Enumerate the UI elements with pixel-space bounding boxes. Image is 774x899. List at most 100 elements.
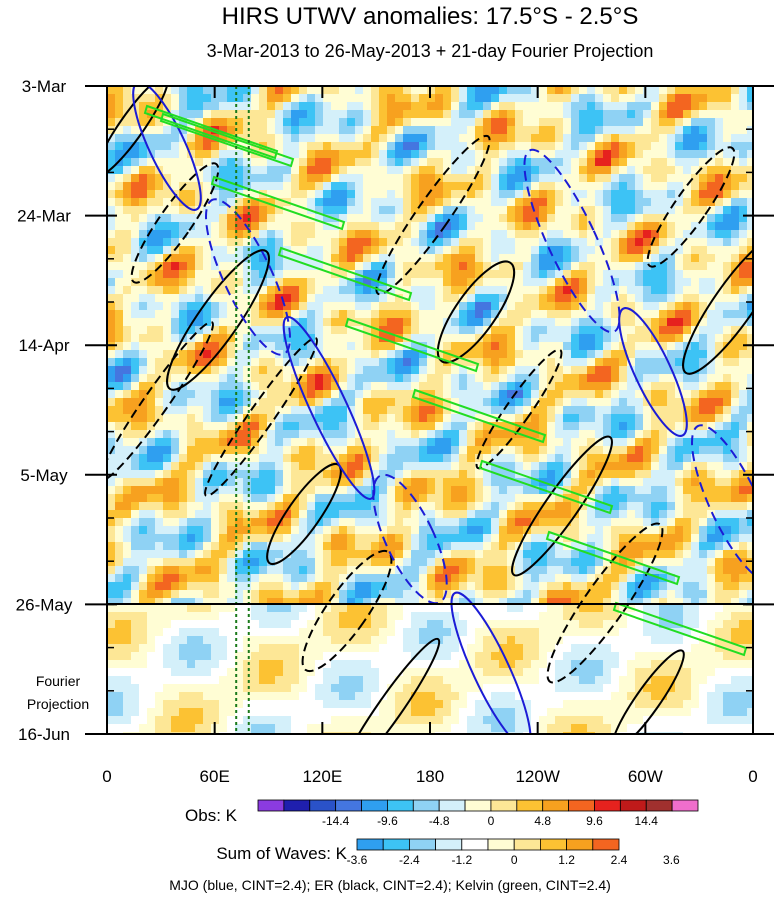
anomaly-cell (619, 406, 628, 415)
anomaly-cell (435, 398, 444, 407)
anomaly-cell (571, 206, 580, 215)
anomaly-cell (683, 278, 692, 287)
anomaly-cell (723, 470, 732, 479)
anomaly-cell (611, 542, 620, 551)
anomaly-cell (331, 206, 340, 215)
anomaly-cell (259, 118, 268, 127)
anomaly-cell (699, 518, 708, 527)
anomaly-cell (235, 470, 244, 479)
anomaly-cell (579, 230, 588, 239)
anomaly-cell (683, 478, 692, 487)
anomaly-cell (491, 286, 500, 295)
anomaly-cell (355, 190, 364, 199)
anomaly-cell (403, 374, 412, 383)
anomaly-cell (579, 86, 588, 95)
anomaly-cell (147, 174, 156, 183)
anomaly-cell (315, 142, 324, 151)
anomaly-cell (435, 86, 444, 95)
anomaly-cell (355, 118, 364, 127)
anomaly-cell (531, 318, 540, 327)
anomaly-cell (619, 382, 628, 391)
anomaly-cell (747, 94, 753, 103)
anomaly-cell (619, 414, 628, 423)
anomaly-cell (107, 222, 116, 231)
anomaly-cell (627, 350, 636, 359)
anomaly-cell (411, 350, 420, 359)
anomaly-cell (323, 230, 332, 239)
anomaly-cell (107, 486, 116, 495)
anomaly-cell (355, 110, 364, 119)
anomaly-cell (659, 566, 668, 575)
anomaly-cell (227, 294, 236, 303)
anomaly-cell (251, 438, 260, 447)
anomaly-cell (739, 166, 748, 175)
anomaly-cell (539, 94, 548, 103)
anomaly-cell (107, 134, 116, 143)
anomaly-cell (731, 94, 740, 103)
anomaly-cell (347, 150, 356, 159)
anomaly-cell (123, 398, 132, 407)
anomaly-cell (347, 414, 356, 423)
anomaly-cell (443, 534, 452, 543)
anomaly-cell (635, 278, 644, 287)
anomaly-cell (475, 534, 484, 543)
anomaly-cell (363, 390, 372, 399)
anomaly-cell (635, 358, 644, 367)
anomaly-cell (451, 542, 460, 551)
anomaly-cell (291, 574, 300, 583)
anomaly-cell (403, 494, 412, 503)
anomaly-cell (499, 246, 508, 255)
anomaly-cell (339, 286, 348, 295)
anomaly-cell (483, 518, 492, 527)
anomaly-cell (171, 94, 180, 103)
anomaly-cell (603, 334, 612, 343)
anomaly-cell (451, 382, 460, 391)
anomaly-cell (315, 350, 324, 359)
anomaly-cell (275, 134, 284, 143)
anomaly-cell (699, 350, 708, 359)
anomaly-cell (627, 198, 636, 207)
anomaly-cell (395, 110, 404, 119)
anomaly-cell (411, 134, 420, 143)
anomaly-cell (563, 86, 572, 95)
anomaly-cell (627, 446, 636, 455)
anomaly-cell (507, 254, 516, 263)
anomaly-cell (539, 334, 548, 343)
anomaly-cell (267, 262, 276, 271)
anomaly-cell (211, 558, 220, 567)
anomaly-cell (275, 542, 284, 551)
anomaly-cell (131, 94, 140, 103)
anomaly-cell (307, 342, 316, 351)
anomaly-cell (155, 326, 164, 335)
anomaly-cell (371, 182, 380, 191)
anomaly-cell (219, 126, 228, 135)
anomaly-cell (475, 390, 484, 399)
anomaly-cell (195, 278, 204, 287)
anomaly-cell (675, 486, 684, 495)
anomaly-cell (603, 542, 612, 551)
anomaly-cell (443, 390, 452, 399)
anomaly-cell (475, 110, 484, 119)
anomaly-cell (171, 214, 180, 223)
anomaly-cell (611, 286, 620, 295)
anomaly-cell (547, 470, 556, 479)
anomaly-cell (251, 574, 260, 583)
anomaly-cell (427, 326, 436, 335)
anomaly-cell (651, 342, 660, 351)
anomaly-cell (379, 222, 388, 231)
anomaly-cell (291, 470, 300, 479)
anomaly-cell (147, 390, 156, 399)
anomaly-cell (259, 230, 268, 239)
anomaly-cell (355, 302, 364, 311)
anomaly-cell (379, 238, 388, 247)
anomaly-cell (427, 166, 436, 175)
anomaly-cell (563, 246, 572, 255)
anomaly-cell (131, 438, 140, 447)
anomaly-cell (307, 542, 316, 551)
anomaly-cell (187, 558, 196, 567)
anomaly-cell (483, 334, 492, 343)
anomaly-cell (563, 382, 572, 391)
anomaly-cell (355, 470, 364, 479)
anomaly-cell (235, 126, 244, 135)
anomaly-cell (683, 126, 692, 135)
